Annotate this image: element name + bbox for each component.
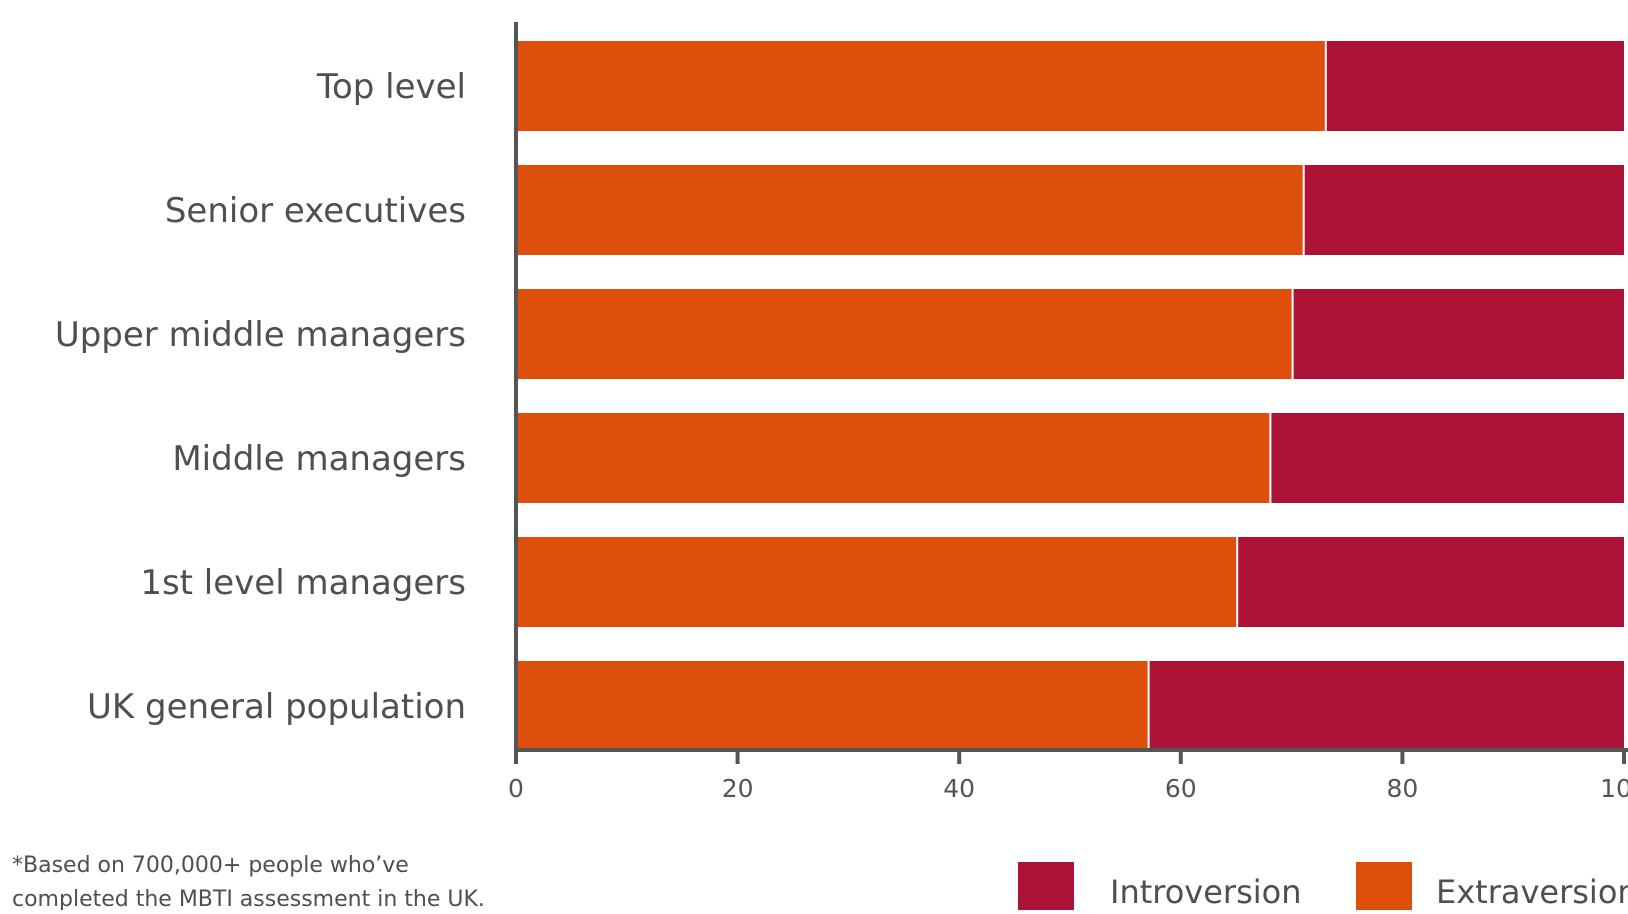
category-label: UK general population: [87, 687, 466, 727]
footnote-line: *Based on 700,000+ people who’ve: [12, 853, 409, 878]
legend-label-introversion: Introversion: [1110, 873, 1302, 910]
category-label: Senior executives: [165, 191, 466, 231]
bar-extraversion-middle-managers: [516, 413, 1270, 503]
footnote: *Based on 700,000+ people who’ve complete…: [12, 853, 485, 912]
category-label: Top level: [316, 67, 466, 107]
bar-extraversion-senior-executives: [516, 165, 1303, 255]
x-tick-label: 60: [1165, 774, 1197, 803]
bar-introversion-uk-general-population: [1149, 661, 1624, 751]
legend-label-extraversion: Extraversion: [1436, 873, 1628, 910]
category-label: 1st level managers: [140, 563, 466, 603]
x-tick-label: 80: [1386, 774, 1418, 803]
bar-extraversion-upper-middle-managers: [516, 289, 1292, 379]
bar-extraversion-top-level: [516, 41, 1325, 131]
legend-swatch-introversion: [1018, 862, 1074, 910]
bar-introversion-1st-level-managers: [1238, 537, 1624, 627]
bar-extraversion-1st-level-managers: [516, 537, 1237, 627]
category-labels: Top level Senior executives Upper middle m…: [55, 67, 466, 727]
legend-swatch-extraversion: [1356, 862, 1412, 910]
bar-extraversion-uk-general-population: [516, 661, 1148, 751]
x-tick-label: 40: [943, 774, 975, 803]
bar-introversion-senior-executives: [1304, 165, 1624, 255]
axes: [514, 22, 1628, 764]
bar-introversion-upper-middle-managers: [1293, 289, 1624, 379]
category-label: Upper middle managers: [55, 315, 466, 355]
category-label: Middle managers: [172, 439, 466, 479]
bar-introversion-middle-managers: [1271, 413, 1624, 503]
x-tick-label: 20: [722, 774, 754, 803]
footnote-line: completed the MBTI assessment in the UK.: [12, 887, 485, 910]
bars-layer: [516, 41, 1624, 751]
x-tick-label: 100: [1600, 774, 1628, 803]
x-tick-labels: 0 20 40 60 80 100: [508, 774, 1628, 803]
legend: Introversion Extraversion: [1018, 862, 1628, 911]
bar-introversion-top-level: [1326, 41, 1624, 131]
x-tick-label: 0: [508, 774, 524, 803]
